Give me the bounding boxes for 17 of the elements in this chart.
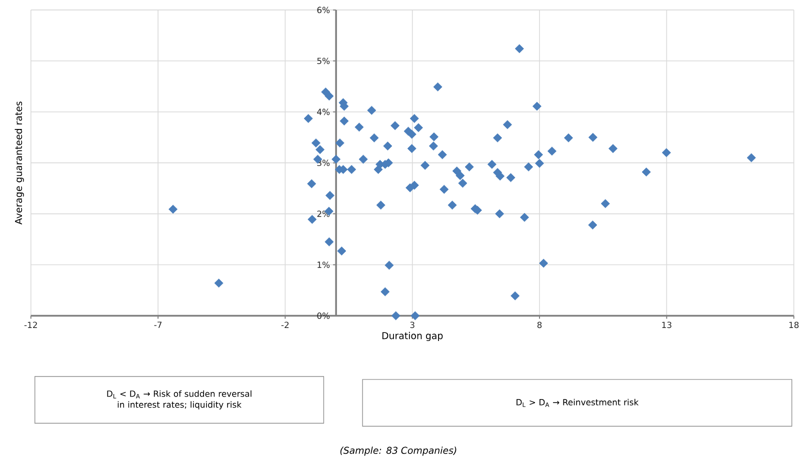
text: D$_{L}$ < D$_{A}$ → Risk of sudden reversal in interest rates; liquidity risk [107, 390, 252, 410]
x-tick-label: 8 [537, 322, 542, 328]
x-tick-label: 18 [789, 322, 799, 328]
x-tick-label: -12 [24, 322, 37, 328]
y-tick-label: 4% [317, 108, 330, 115]
y-tick-label: 5% [317, 58, 330, 64]
x-axis-title: Duration gap [382, 332, 443, 341]
y-tick-label: 0% [317, 312, 330, 319]
y-tick-label: 6% [317, 6, 330, 14]
y-tick-label: 1% [318, 262, 330, 268]
x-tick-label: -7 [154, 322, 162, 328]
text: (Sample: 83 Companies) [340, 446, 456, 456]
y-axis-title: Average guaranteed rates [14, 102, 24, 224]
text: D$_{L}$ > D$_{A}$ → Reinvestment risk [516, 398, 639, 407]
x-tick-label: 3 [410, 322, 414, 328]
x-tick-label: 13 [662, 322, 672, 328]
x-tick-label: -2 [281, 322, 289, 328]
